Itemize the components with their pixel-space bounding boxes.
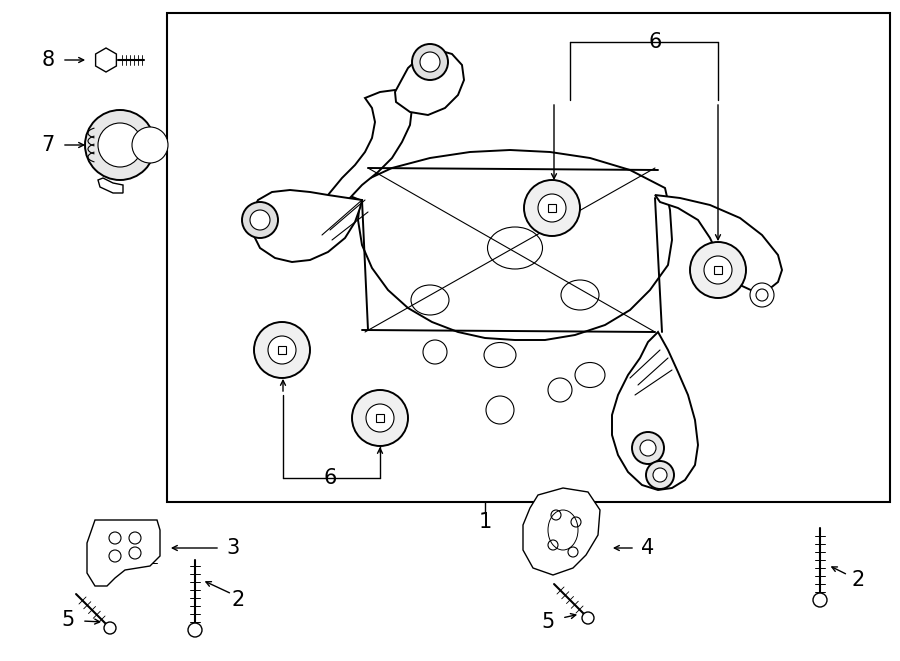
Circle shape <box>568 547 578 557</box>
Polygon shape <box>612 332 698 490</box>
Circle shape <box>632 432 664 464</box>
Polygon shape <box>95 48 116 72</box>
Circle shape <box>423 340 447 364</box>
Bar <box>376 414 384 422</box>
Polygon shape <box>395 50 464 115</box>
Circle shape <box>690 242 746 298</box>
Circle shape <box>129 532 141 544</box>
Bar <box>548 204 556 212</box>
Polygon shape <box>87 520 160 586</box>
Circle shape <box>109 532 121 544</box>
Circle shape <box>98 123 142 167</box>
Circle shape <box>548 540 558 550</box>
Text: 6: 6 <box>648 32 662 52</box>
Polygon shape <box>340 150 672 340</box>
Circle shape <box>524 180 580 236</box>
Bar <box>167 13 890 502</box>
Circle shape <box>250 210 270 230</box>
Circle shape <box>551 510 561 520</box>
Circle shape <box>85 110 155 180</box>
Circle shape <box>132 127 168 163</box>
Circle shape <box>104 622 116 634</box>
Text: 7: 7 <box>41 135 55 155</box>
Circle shape <box>412 44 448 80</box>
Text: 2: 2 <box>231 590 245 610</box>
Circle shape <box>646 461 674 489</box>
Circle shape <box>750 283 774 307</box>
Text: 2: 2 <box>851 570 865 590</box>
Polygon shape <box>98 178 123 193</box>
Polygon shape <box>320 90 412 235</box>
Circle shape <box>109 550 121 562</box>
Circle shape <box>756 289 768 301</box>
Circle shape <box>242 202 278 238</box>
Bar <box>278 346 286 354</box>
Circle shape <box>188 623 202 637</box>
Circle shape <box>582 612 594 624</box>
Polygon shape <box>523 488 600 575</box>
Circle shape <box>653 468 667 482</box>
Text: 6: 6 <box>323 468 337 488</box>
Circle shape <box>571 517 581 527</box>
Text: 4: 4 <box>642 538 654 558</box>
Circle shape <box>420 52 440 72</box>
Circle shape <box>366 404 394 432</box>
Polygon shape <box>250 190 362 262</box>
Bar <box>714 266 722 274</box>
Text: 8: 8 <box>41 50 55 70</box>
Circle shape <box>640 440 656 456</box>
Circle shape <box>813 593 827 607</box>
Circle shape <box>538 194 566 222</box>
Text: 5: 5 <box>542 612 554 632</box>
Polygon shape <box>655 195 782 292</box>
Circle shape <box>268 336 296 364</box>
Circle shape <box>254 322 310 378</box>
Circle shape <box>548 378 572 402</box>
Text: 5: 5 <box>61 610 75 630</box>
Text: 3: 3 <box>227 538 239 558</box>
Text: 1: 1 <box>479 512 491 532</box>
Circle shape <box>352 390 408 446</box>
Circle shape <box>486 396 514 424</box>
Circle shape <box>129 547 141 559</box>
Circle shape <box>704 256 732 284</box>
